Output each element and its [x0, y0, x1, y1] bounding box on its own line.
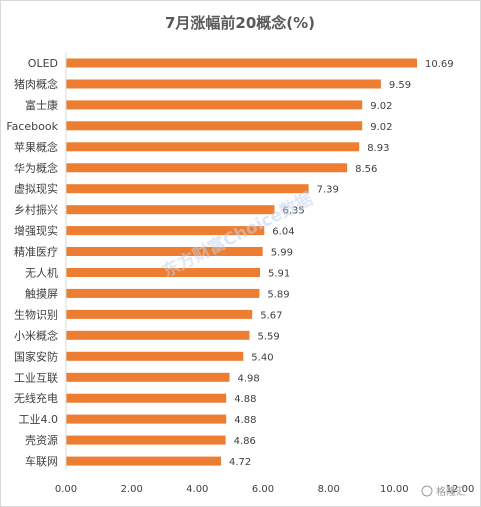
bar: [66, 121, 363, 131]
bar: [66, 184, 309, 194]
category-label: 触摸屏: [25, 286, 58, 300]
value-label: 5.99: [271, 248, 293, 259]
value-label: 4.88: [234, 415, 256, 426]
value-label: 4.98: [238, 373, 260, 384]
category-label: 小米概念: [14, 328, 58, 342]
category-label: 虚拟现实: [14, 182, 58, 196]
bar: [66, 142, 360, 152]
bar: [66, 456, 221, 466]
value-label: 9.02: [370, 122, 392, 133]
x-tick-label: 6.00: [252, 484, 274, 495]
bar: [66, 100, 363, 110]
x-tick-label: 2.00: [121, 484, 143, 495]
x-axis: 0.00 2.00 4.00 6.00 8.00 10.00 12.00: [55, 52, 474, 495]
bar: [66, 58, 417, 68]
bar: [66, 414, 227, 424]
corner-watermark-text: 格隆汇: [436, 485, 466, 498]
value-label: 5.67: [260, 310, 282, 321]
value-label: 8.56: [355, 164, 377, 175]
bar: [66, 247, 263, 256]
bar: [66, 309, 253, 319]
x-tick-label: 12.00: [446, 484, 475, 495]
bar: [66, 205, 275, 215]
value-label: 5.91: [268, 269, 290, 280]
bar: [66, 163, 348, 173]
bar: [66, 288, 260, 298]
corner-watermark: 格隆汇: [421, 485, 466, 498]
value-label: 6.35: [283, 206, 305, 217]
category-label: OLED: [28, 57, 58, 70]
bar: [66, 226, 265, 236]
category-label: Facebook: [6, 120, 58, 133]
bar: [66, 435, 226, 445]
category-label: 无线充电: [14, 391, 58, 405]
category-label: 乡村振兴: [14, 203, 58, 217]
bar: [66, 330, 250, 340]
gelonghui-logo-icon: [421, 485, 433, 497]
value-label: 4.86: [234, 436, 256, 447]
value-label: 4.72: [229, 457, 251, 468]
category-label: 苹果概念: [14, 140, 58, 154]
chart-title: 7月涨幅前20概念(%): [165, 14, 315, 32]
value-label: 9.59: [389, 80, 411, 91]
category-label: 增强现实: [14, 224, 58, 238]
bar: [66, 268, 260, 277]
value-label: 5.89: [267, 289, 289, 300]
category-label: 生物识别: [14, 307, 58, 321]
category-label: 富士康: [25, 98, 58, 112]
x-tick-label: 4.00: [186, 484, 208, 495]
bar: [66, 393, 227, 403]
x-tick-label: 10.00: [380, 484, 409, 495]
value-label: 8.93: [367, 143, 389, 154]
value-label: 7.39: [317, 185, 339, 196]
category-label: 无人机: [25, 266, 58, 280]
bar: [66, 79, 381, 89]
category-label: 车联网: [25, 454, 58, 468]
category-label: 精准医疗: [14, 245, 58, 259]
value-label: 6.04: [272, 227, 294, 238]
category-label: 猪肉概念: [14, 77, 58, 91]
bars-group: OLED 10.69 猪肉概念 9.59 富士康 9.02 Facebook 9.02 苹果概念…: [6, 57, 453, 468]
category-label: 壳资源: [25, 433, 58, 447]
x-tick-label: 8.00: [318, 484, 340, 495]
bar: [66, 372, 230, 382]
x-tick-label: 0.00: [55, 484, 77, 495]
value-label: 10.69: [425, 59, 454, 70]
value-label: 4.88: [234, 394, 256, 405]
value-label: 5.59: [258, 331, 280, 342]
value-label: 5.40: [251, 352, 273, 363]
category-label: 国家安防: [14, 349, 58, 363]
category-label: 华为概念: [14, 161, 58, 175]
category-label: 工业互联: [14, 371, 58, 384]
value-label: 9.02: [370, 101, 392, 112]
category-label: 工业4.0: [19, 413, 59, 426]
bar: [66, 351, 244, 361]
